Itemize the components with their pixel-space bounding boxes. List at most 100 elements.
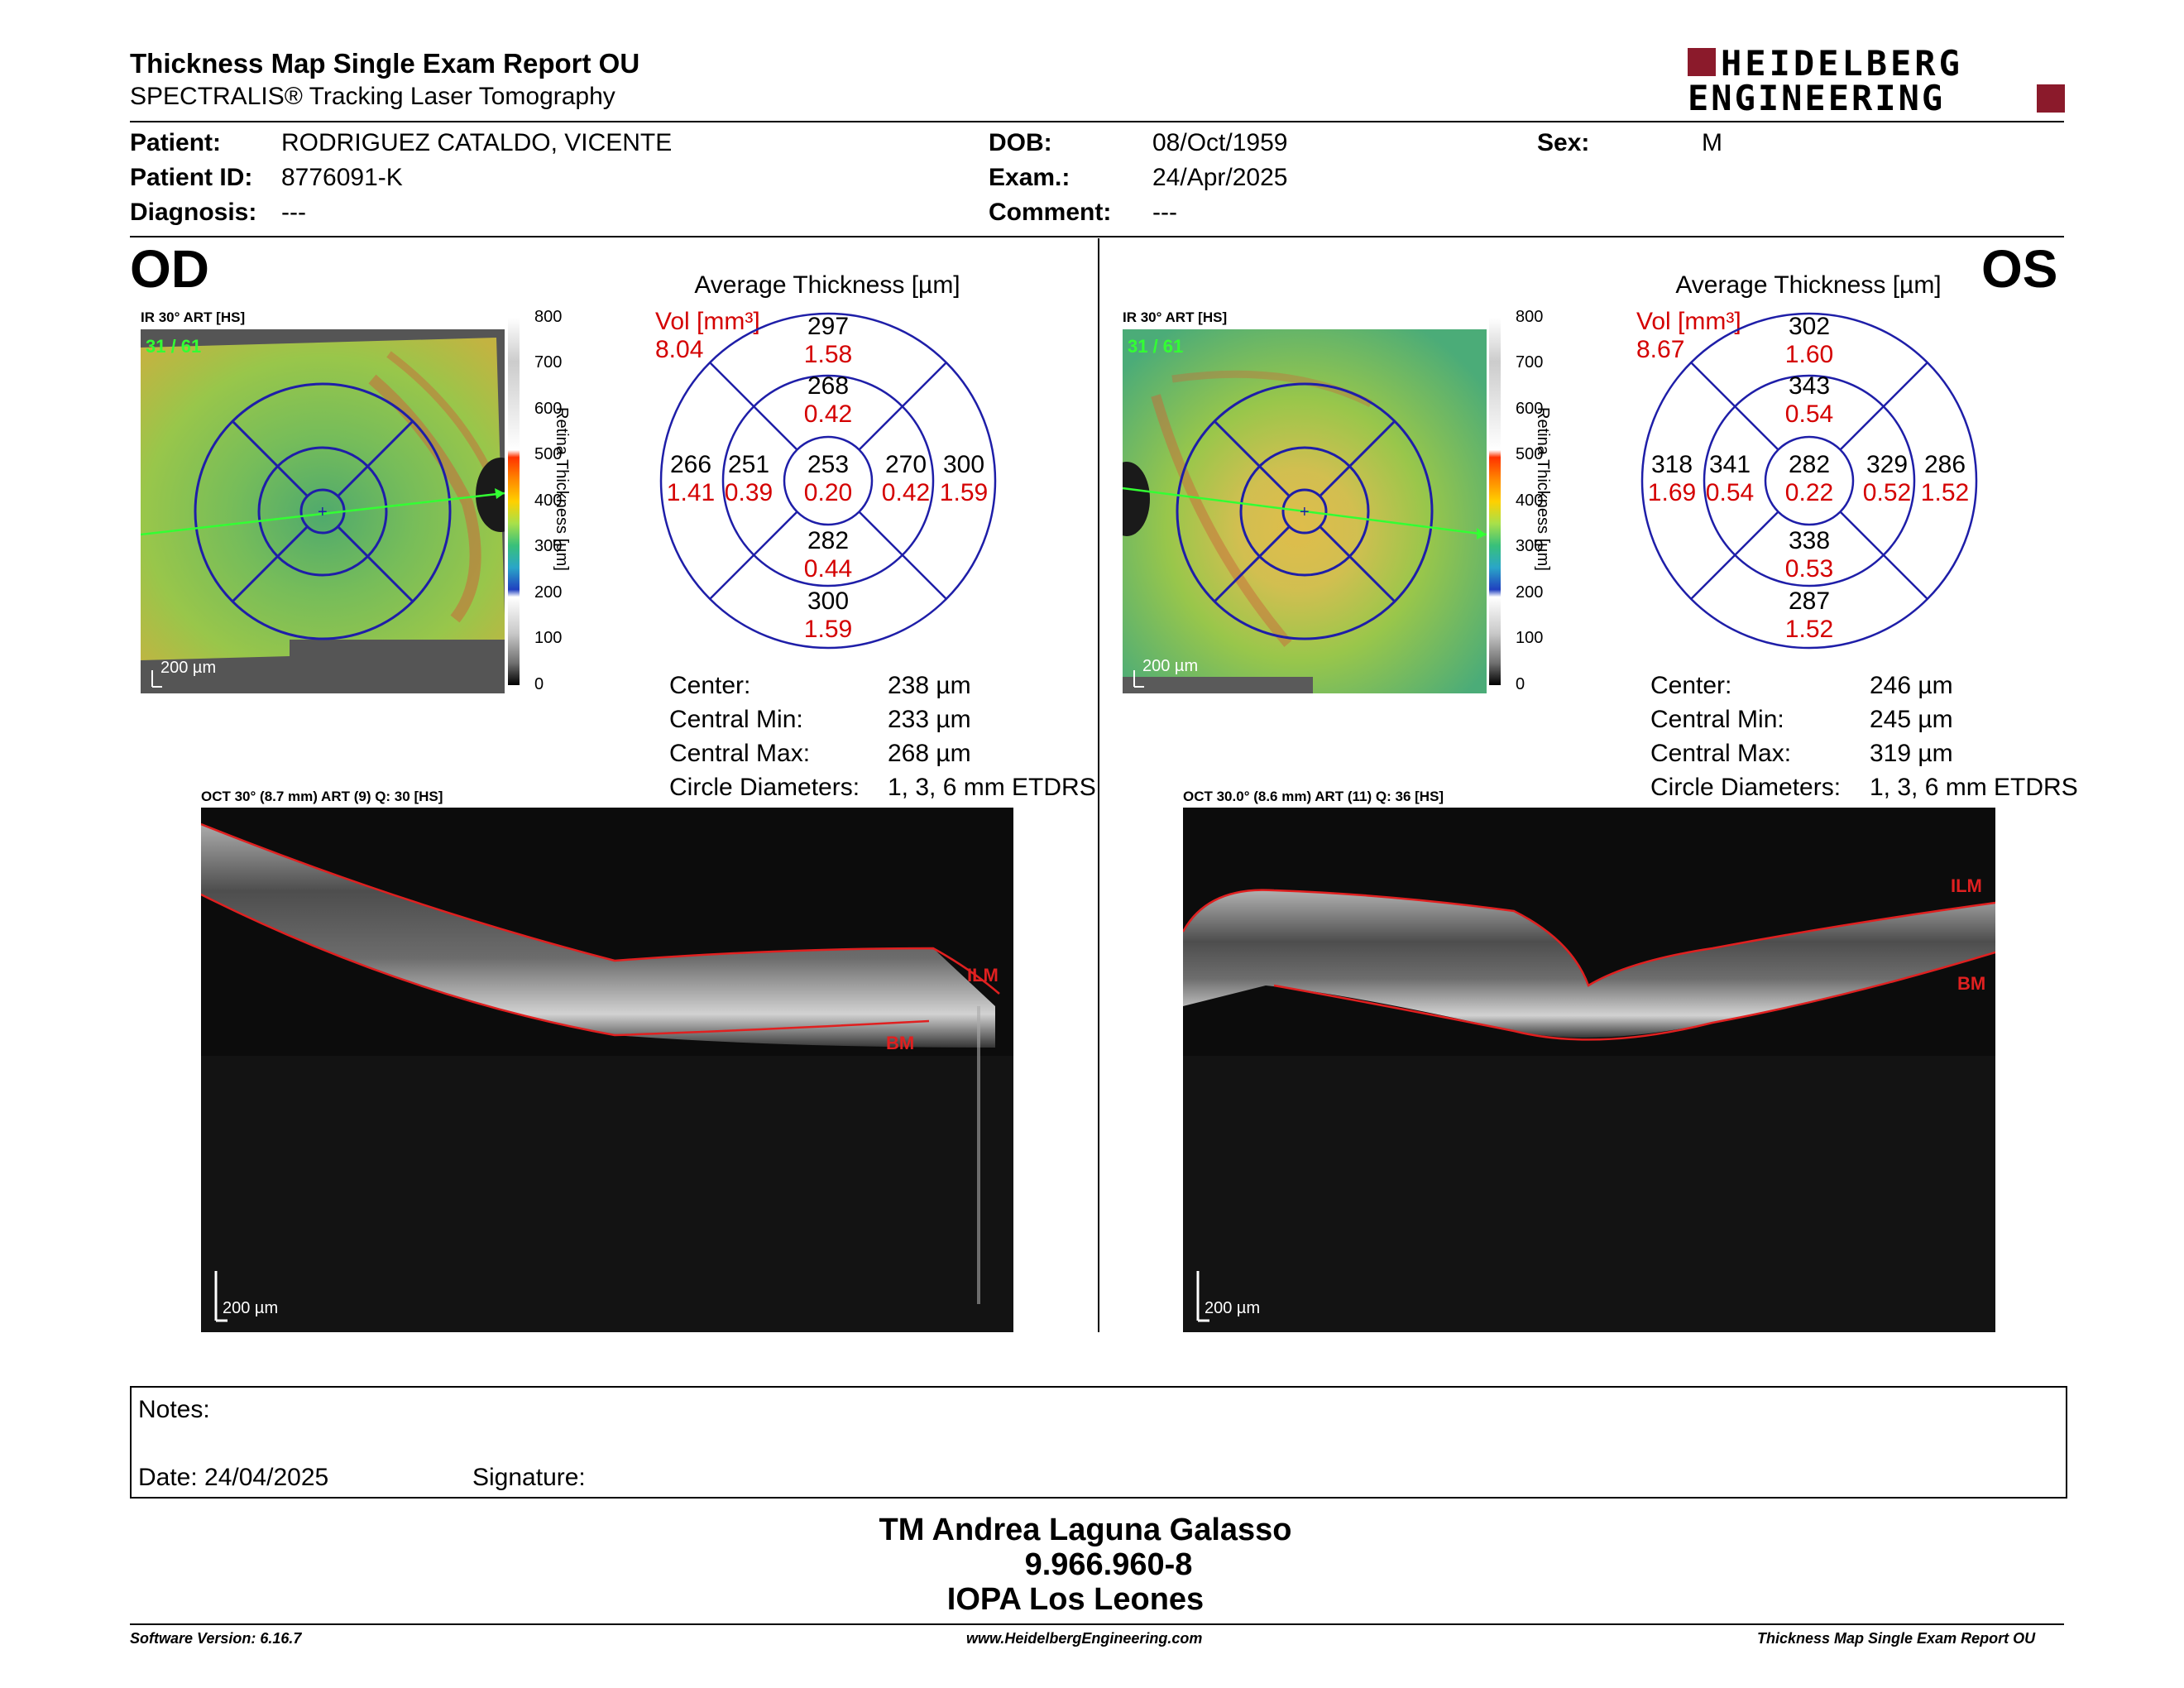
- od-cmin-label: Central Min:: [669, 706, 803, 733]
- od-inner-inf-thickness: 282: [807, 527, 850, 554]
- od-inner-temp-thickness: 251: [727, 451, 770, 478]
- os-inner-inf-volume: 0.53: [1784, 555, 1834, 583]
- od-outer-sup-thickness: 297: [807, 313, 850, 340]
- patient-value: RODRIGUEZ CATALDO, VICENTE: [281, 129, 673, 156]
- os-inner-inf-thickness: 338: [1788, 527, 1831, 554]
- os-sector-inner-temp: 341 0.54: [1701, 451, 1759, 507]
- od-inner-temp-volume: 0.39: [724, 479, 774, 506]
- od-outer-inf-volume: 1.59: [803, 616, 853, 643]
- patient-id-value: 8776091-K: [281, 164, 403, 191]
- od-sector-outer-nas: 300 1.59: [935, 451, 993, 507]
- od-tick-200: 200: [534, 583, 563, 602]
- software-version: Software Version: 6.16.7: [130, 1630, 302, 1647]
- os-tick-200: 200: [1516, 583, 1544, 602]
- od-sector-inner-sup: 268 0.42: [795, 372, 861, 429]
- od-ilm-label: ILM: [967, 965, 999, 985]
- exam-value: 24/Apr/2025: [1152, 164, 1288, 191]
- os-tick-400: 400: [1516, 492, 1544, 510]
- os-outer-nas-thickness: 286: [1923, 451, 1966, 478]
- od-inner-inf-volume: 0.44: [803, 555, 853, 583]
- os-sector-inner-nas: 329 0.52: [1858, 451, 1916, 507]
- od-oct-scan: [201, 822, 1013, 1332]
- os-ir-image: + 31 / 61 200 µm: [1123, 329, 1487, 693]
- od-oct-label: OCT 30° (8.7 mm) ART (9) Q: 30 [HS]: [201, 789, 443, 804]
- signer-institution: IOPA Los Leones: [946, 1582, 1205, 1617]
- od-tick-100: 100: [534, 629, 563, 647]
- od-sector-outer-inf: 300 1.59: [795, 587, 861, 644]
- dob-label: DOB:: [989, 129, 1052, 156]
- os-outer-sup-thickness: 302: [1788, 313, 1831, 340]
- os-sector-inner-inf: 338 0.53: [1776, 527, 1842, 583]
- website-link[interactable]: www.HeidelbergEngineering.com: [966, 1630, 1203, 1647]
- os-outer-inf-thickness: 287: [1788, 587, 1831, 615]
- logo-line1: HEIDELBERG: [1721, 43, 1963, 84]
- os-avg-title: Average Thickness [µm]: [1675, 271, 1942, 299]
- od-tick-500: 500: [534, 445, 563, 463]
- od-sector-inner-temp: 251 0.39: [720, 451, 778, 507]
- os-ir-overlay: 31 / 61: [1128, 336, 1184, 357]
- dob-value: 08/Oct/1959: [1152, 129, 1288, 156]
- os-sector-center: 282 0.22: [1776, 451, 1842, 507]
- os-oct-image: ILM BM 200 µm: [1183, 808, 1995, 1332]
- signer-name: TM Andrea Laguna Galasso: [879, 1513, 1292, 1547]
- notes-label: Notes:: [138, 1396, 210, 1423]
- os-outer-inf-volume: 1.52: [1784, 616, 1834, 643]
- os-eye-label: OS: [1981, 239, 2058, 299]
- os-center-label: Center:: [1650, 672, 1732, 699]
- os-cmax-value: 319 µm: [1870, 740, 1953, 767]
- os-bm-label: BM: [1957, 973, 1986, 994]
- os-colorbar-ticks: 800 700 600 500 400 300 200 100 0: [1516, 308, 1549, 693]
- exam-label: Exam.:: [989, 164, 1070, 191]
- od-sector-outer-sup: 297 1.58: [795, 313, 861, 369]
- date-label: Date: 24/04/2025: [138, 1464, 329, 1491]
- od-vol-label: Vol [mm³]: [655, 308, 760, 335]
- os-sector-outer-temp: 318 1.69: [1643, 451, 1701, 507]
- os-tick-800: 800: [1516, 308, 1544, 326]
- diagnosis-value: ---: [281, 199, 306, 226]
- os-outer-temp-volume: 1.69: [1647, 479, 1697, 506]
- os-ir-label: IR 30° ART [HS]: [1123, 309, 1228, 325]
- sex-label: Sex:: [1537, 129, 1590, 156]
- os-tick-600: 600: [1516, 400, 1544, 418]
- patient-label: Patient:: [130, 129, 222, 156]
- od-thickness-map: +: [141, 329, 505, 693]
- footer-divider: [130, 1623, 2064, 1625]
- od-vol-value: 8.04: [655, 336, 704, 363]
- os-cmin-label: Central Min:: [1650, 706, 1784, 733]
- os-inner-temp-thickness: 341: [1708, 451, 1751, 478]
- od-center-thickness: 253: [807, 451, 850, 478]
- od-etdrs-grid: [659, 312, 997, 650]
- comment-label: Comment:: [989, 199, 1112, 226]
- od-tick-700: 700: [534, 353, 563, 372]
- os-tick-700: 700: [1516, 353, 1544, 372]
- os-oct-label: OCT 30.0° (8.6 mm) ART (11) Q: 36 [HS]: [1183, 789, 1444, 804]
- os-outer-temp-thickness: 318: [1650, 451, 1693, 478]
- svg-text:+: +: [318, 503, 328, 521]
- od-ir-image: + 31 / 61 200 µm: [141, 329, 505, 693]
- od-colorbar-ticks: 800 700 600 500 400 300 200 100 0: [534, 308, 568, 693]
- od-eye-label: OD: [130, 239, 209, 299]
- od-sector-center: 253 0.20: [795, 451, 861, 507]
- os-sector-outer-inf: 287 1.52: [1776, 587, 1842, 644]
- os-oct-scan: [1183, 889, 1995, 1332]
- od-outer-sup-volume: 1.58: [803, 341, 853, 368]
- os-outer-sup-volume: 1.60: [1784, 341, 1834, 368]
- os-center-thickness: 282: [1788, 451, 1831, 478]
- od-tick-400: 400: [534, 492, 563, 510]
- os-center-volume: 0.22: [1784, 479, 1834, 506]
- od-colorbar-title: Retina Thickness [µm]: [553, 407, 571, 571]
- os-tick-500: 500: [1516, 445, 1544, 463]
- os-ilm-label: ILM: [1951, 875, 1982, 896]
- od-inner-nas-volume: 0.42: [881, 479, 931, 506]
- od-sector-inner-nas: 270 0.42: [877, 451, 935, 507]
- os-colorbar: [1489, 318, 1501, 685]
- os-sector-outer-nas: 286 1.52: [1916, 451, 1974, 507]
- od-outer-nas-thickness: 300: [942, 451, 985, 478]
- od-oct-image: ILM BM 200 µm: [201, 808, 1013, 1332]
- os-colorbar-title: Retina Thickness [µm]: [1534, 407, 1552, 571]
- os-inner-nas-volume: 0.52: [1862, 479, 1912, 506]
- od-sector-inner-inf: 282 0.44: [795, 527, 861, 583]
- os-ir-scale: 200 µm: [1142, 657, 1199, 675]
- od-circ-label: Circle Diameters:: [669, 774, 860, 801]
- sex-value: M: [1702, 129, 1722, 156]
